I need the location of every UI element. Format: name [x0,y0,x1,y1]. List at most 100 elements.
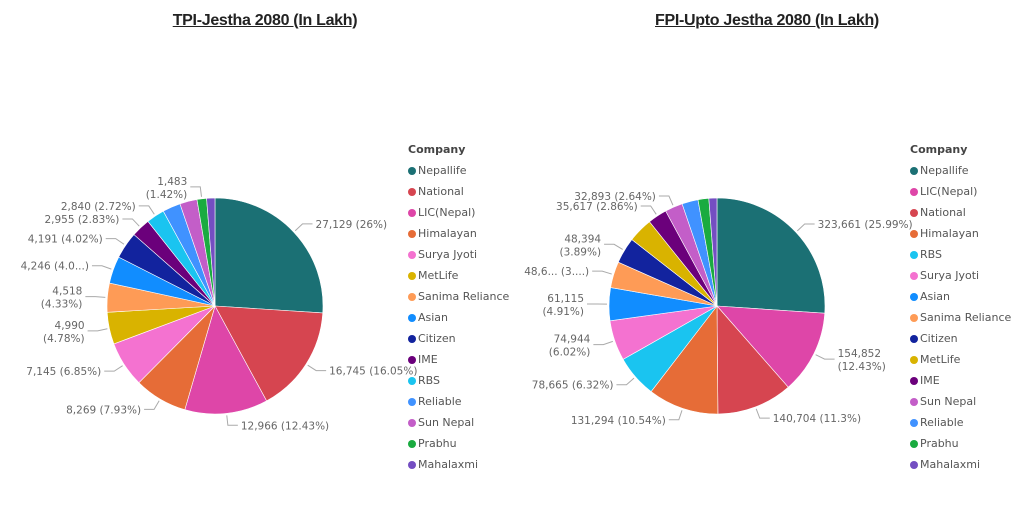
legend-dot-icon [408,397,416,406]
legend-item[interactable]: IME [408,349,509,370]
data-label: 2,955 (2.83%) [44,214,119,226]
legend-dot-icon [910,355,918,364]
legend-item[interactable]: Himalayan [408,223,509,244]
leader-line [307,364,327,372]
leader-line [190,186,202,197]
data-label-line: 4,191 (4.02%) [28,234,103,246]
data-label: 4,990 (4.78%) [43,320,85,345]
legend-item[interactable]: RBS [910,244,1011,265]
data-label: 4,518 (4.33%) [41,286,83,311]
legend-item[interactable]: LIC(Nepal) [910,181,1011,202]
legend-item[interactable]: Citizen [910,328,1011,349]
legend-label: Sanima Reliance [418,290,510,303]
data-label-line: 16,745 (16.05%) [329,366,417,378]
legend-label: RBS [418,374,440,387]
legend-item[interactable]: Mahalaxmi [408,454,509,475]
legend-item[interactable]: RBS [408,370,509,391]
data-label-line: (4.78%) [43,333,85,345]
legend-item[interactable]: National [910,202,1011,223]
legend-label: Nepallife [920,164,969,177]
data-label: 4,191 (4.02%) [28,234,103,246]
legend-dot-icon [910,313,918,322]
legend-item[interactable]: Reliable [910,412,1011,433]
legend-label: Sanima Reliance [920,311,1012,324]
data-label-line: 7,145 (6.85%) [26,366,101,378]
legend-dot-icon [408,460,416,469]
data-label-line: 32,893 (2.64%) [574,191,656,203]
pie-slice-nepallife[interactable] [214,197,324,314]
legend-dot-icon [408,334,416,343]
legend-dot-icon [408,355,416,364]
legend-item[interactable]: Himalayan [910,223,1011,244]
data-label-line: 154,852 [838,348,881,360]
data-label-line: 48,394 [564,233,601,245]
data-label-line: 1,483 [157,176,187,188]
legend-dot-icon [408,418,416,427]
legend-dot-icon [408,250,416,259]
legend-item[interactable]: Surya Jyoti [910,265,1011,286]
legend-item[interactable]: Asian [910,286,1011,307]
pie-slice-national[interactable] [214,305,324,402]
leader-line [796,223,815,232]
pie-slice-national[interactable] [716,305,789,415]
legend-label: LIC(Nepal) [920,185,978,198]
legend-item[interactable]: MetLife [910,349,1011,370]
legend-item[interactable]: Mahalaxmi [910,454,1011,475]
legend-item[interactable]: Sun Nepal [910,391,1011,412]
legend-item[interactable]: LIC(Nepal) [408,202,509,223]
legend-item[interactable]: Reliable [408,391,509,412]
data-label-line: 2,955 (2.83%) [44,214,119,226]
pie-chart-fpi: 323,661 (25.99%) 154,852 (12.43%) 140,704 (… [524,191,913,427]
legend-item[interactable]: MetLife [408,265,509,286]
legend-item[interactable]: Asian [408,307,509,328]
legend-item[interactable]: Citizen [408,328,509,349]
pie-slice-nepallife[interactable] [716,197,826,314]
data-label-line: 323,661 (25.99%) [818,219,913,231]
data-label: 35,617 (2.86%) [556,201,638,213]
data-label: 140,704 (11.3%) [773,413,861,425]
data-label-line: 140,704 (11.3%) [773,413,861,425]
leader-line [815,354,835,360]
legend-dot-icon [910,334,918,343]
data-label-line: 4,990 [55,320,85,332]
legend-label: Reliable [920,416,964,429]
chart-title-tpi: TPI-Jestha 2080 (In Lakh) [172,12,358,29]
data-label: 78,665 (6.32%) [532,380,614,392]
legend-item[interactable]: Sanima Reliance [408,286,509,307]
data-label: 154,852 (12.43%) [838,348,886,373]
data-label: 2,840 (2.72%) [61,201,136,213]
legend-item[interactable]: Sanima Reliance [910,307,1011,328]
legend-label: Asian [418,311,449,324]
legend-item[interactable]: Prabhu [910,433,1011,454]
data-label: 61,115 (4.91%) [542,293,584,318]
legend-label: Citizen [920,332,958,345]
leader-line [226,415,238,426]
legend-item[interactable]: Surya Jyoti [408,244,509,265]
data-label-line: 27,129 (26%) [316,219,388,231]
legend-item[interactable]: Sun Nepal [408,412,509,433]
legend-label: RBS [920,248,942,261]
leader-line [593,340,613,346]
pie-slice-mahalaxmi[interactable] [206,197,216,307]
leader-line [616,377,635,386]
data-label: 7,145 (6.85%) [26,366,101,378]
data-label-line: 8,269 (7.93%) [66,404,141,416]
legend-item[interactable]: Nepallife [408,160,509,181]
pie-slice-himalayan[interactable] [650,305,719,415]
data-label-line: 61,115 [547,293,584,305]
pie-slice-mahalaxmi[interactable] [708,197,718,307]
legend-item[interactable]: Nepallife [910,160,1011,181]
legend-item[interactable]: National [408,181,509,202]
legend-fpi: Company Nepallife LIC(Nepal) National Himal… [910,143,1011,475]
pie-slice-lic-nepal-[interactable] [716,305,826,388]
pie-chart-tpi: 27,129 (26%) 16,745 (16.05%) 12,966 (12.43… [21,176,418,432]
data-label-line: 4,518 [52,286,82,298]
leader-line [592,270,612,275]
leader-line [91,265,112,270]
legend-label: IME [920,374,940,387]
legend-dot-icon [408,166,416,175]
legend-item[interactable]: IME [910,370,1011,391]
legend-title: Company [408,143,466,156]
legend-item[interactable]: Prabhu [408,433,509,454]
pie-slice-lic-nepal-[interactable] [184,305,267,415]
